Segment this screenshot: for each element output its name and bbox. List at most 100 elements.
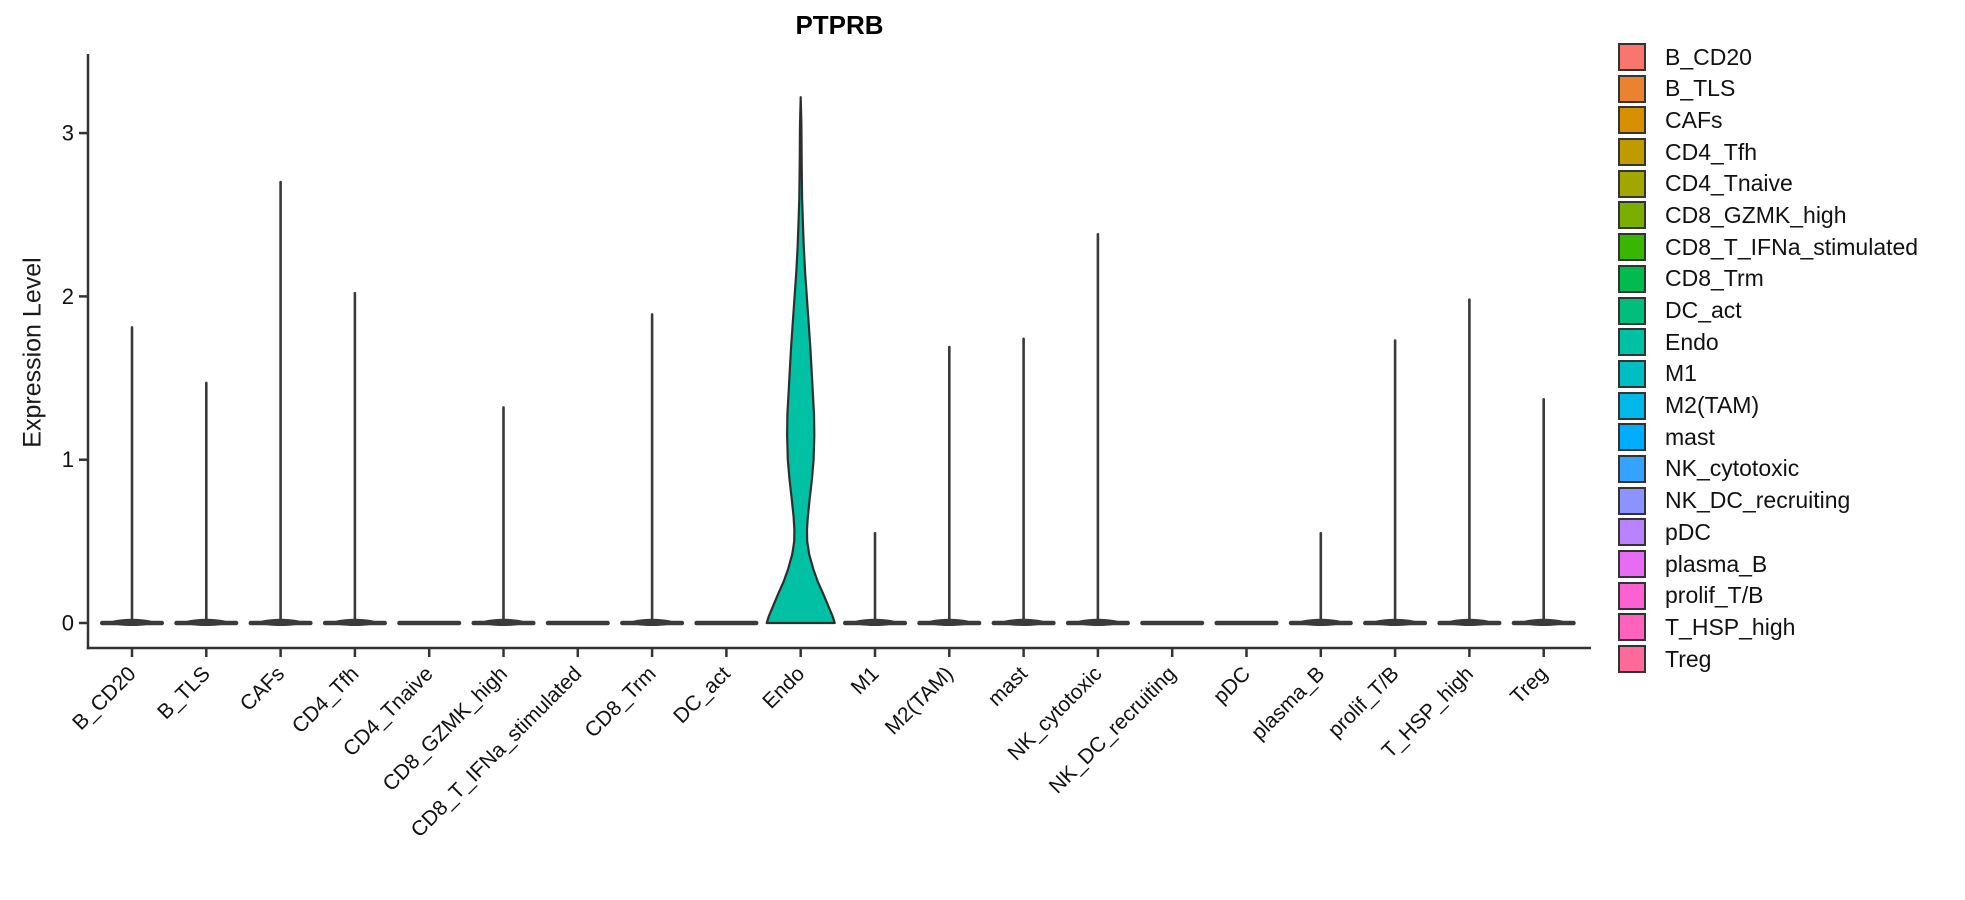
violin-zero-bar	[1363, 620, 1428, 626]
x-tick-label: Endo	[758, 662, 809, 713]
legend-label: M2(TAM)	[1665, 392, 1760, 419]
legend-item: M2(TAM)	[1618, 391, 1918, 420]
legend-color-swatch	[1618, 550, 1646, 578]
legend-color-swatch	[1618, 169, 1646, 198]
violin-CD4_Tfh: CD4_Tfh	[288, 291, 387, 738]
x-tick-label: DC_act	[669, 662, 735, 728]
violin-prolif_T/B: prolif_T/B	[1324, 339, 1428, 742]
legend-label: mast	[1665, 423, 1715, 450]
violin-zero-bar	[694, 620, 759, 626]
x-tick-label: CD8_Trm	[581, 662, 661, 742]
violin-pDC: pDC	[1209, 620, 1279, 708]
x-tick-label: B_TLS	[153, 662, 215, 724]
legend-color-swatch	[1618, 43, 1646, 71]
violin-zero-bar	[1140, 620, 1205, 626]
legend-item: NK_cytotoxic	[1618, 454, 1918, 483]
violin-CD8_Trm: CD8_Trm	[581, 313, 685, 742]
x-tick-label: CD4_Tfh	[288, 662, 364, 738]
legend-color-swatch	[1618, 645, 1646, 674]
violin-B_TLS: B_TLS	[153, 381, 239, 724]
violin-body	[765, 96, 836, 625]
legend-item: prolif_T/B	[1618, 581, 1918, 610]
legend-color-swatch	[1618, 454, 1646, 483]
legend-item: B_TLS	[1618, 74, 1918, 103]
violin-zero-bar	[1511, 620, 1576, 626]
legend-item: CD4_Tfh	[1618, 138, 1918, 167]
legend-item: CD8_Trm	[1618, 264, 1918, 293]
violin-zero-bar	[843, 620, 907, 626]
legend-item: DC_act	[1618, 296, 1918, 325]
legend-color-swatch	[1618, 264, 1646, 293]
x-tick-label: mast	[984, 662, 1033, 711]
x-tick-label: Treg	[1506, 662, 1552, 708]
legend-item: Endo	[1618, 328, 1918, 357]
legend-item: pDC	[1618, 518, 1918, 547]
legend-label: B_TLS	[1665, 75, 1736, 102]
y-tick-label: 2	[62, 284, 74, 309]
violin-zero-bar	[991, 620, 1056, 626]
violin-zero-bar	[322, 620, 387, 626]
violin-M2(TAM): M2(TAM)	[881, 345, 982, 739]
legend-item: Treg	[1618, 645, 1918, 674]
legend-label: T_HSP_high	[1665, 613, 1796, 640]
legend-color-swatch	[1618, 518, 1646, 547]
legend-label: NK_cytotoxic	[1665, 455, 1800, 482]
x-tick-label: B_CD20	[68, 662, 140, 734]
legend-label: CD8_T_IFNa_stimulated	[1665, 233, 1919, 260]
violin-DC_act: DC_act	[669, 620, 759, 728]
y-tick-label: 0	[62, 611, 74, 636]
x-tick-label: M2(TAM)	[881, 662, 958, 739]
legend-item: M1	[1618, 359, 1918, 388]
legend-color-swatch	[1618, 359, 1646, 388]
legend-item: NK_DC_recruiting	[1618, 486, 1918, 515]
legend-label: CD4_Tfh	[1665, 138, 1758, 165]
legend-color-swatch	[1618, 391, 1646, 420]
legend-color-swatch	[1618, 486, 1646, 515]
legend-label: CAFs	[1665, 106, 1723, 133]
legend-item: mast	[1618, 423, 1918, 452]
violin-M1: M1	[843, 531, 907, 699]
legend-color-swatch	[1618, 296, 1646, 325]
legend-label: pDC	[1665, 518, 1712, 545]
legend-color-swatch	[1618, 138, 1646, 167]
legend-label: DC_act	[1665, 297, 1742, 323]
x-tick-label: NK_DC_recruiting	[1045, 662, 1181, 798]
legend-item: B_CD20	[1618, 43, 1918, 71]
legend-item: CD8_T_IFNa_stimulated	[1618, 233, 1919, 262]
x-tick-label: prolif_T/B	[1324, 662, 1404, 742]
x-tick-label: CD8_GZMK_high	[379, 662, 512, 795]
violin-Treg: Treg	[1506, 397, 1576, 709]
legend-color-swatch	[1618, 233, 1646, 262]
violin-zero-bar	[1214, 620, 1279, 626]
y-tick-label: 3	[62, 121, 74, 146]
legend-label: B_CD20	[1665, 43, 1752, 70]
x-tick-label: pDC	[1209, 662, 1255, 708]
legend-color-swatch	[1618, 613, 1646, 642]
x-tick-label: M1	[847, 662, 884, 699]
legend-label: Treg	[1665, 645, 1712, 672]
violin-mast: mast	[984, 337, 1056, 711]
legend-label: Endo	[1665, 328, 1719, 355]
legend-label: plasma_B	[1665, 550, 1768, 577]
violin-zero-bar	[1065, 620, 1130, 626]
violin-zero-bar	[545, 620, 610, 626]
legend-color-swatch	[1618, 328, 1646, 357]
legend: B_CD20 B_TLS CAFs CD4_Tfh CD4_Tnaive CD8_GZMK…	[1618, 43, 1919, 674]
violin-zero-bar	[917, 620, 982, 626]
y-tick-label: 1	[62, 447, 74, 472]
legend-label: CD8_GZMK_high	[1665, 201, 1847, 228]
x-tick-label: plasma_B	[1247, 662, 1329, 744]
legend-color-swatch	[1618, 423, 1646, 452]
violin-zero-bar	[1288, 620, 1353, 626]
plot-title: PTPRB	[795, 10, 884, 40]
violin-zero-bar	[397, 620, 462, 626]
legend-color-swatch	[1618, 581, 1646, 610]
violin-zero-bar	[248, 620, 313, 626]
legend-label: prolif_T/B	[1665, 582, 1764, 609]
violin-zero-bar	[1437, 620, 1502, 626]
legend-label: CD8_Trm	[1665, 265, 1764, 292]
violin-Endo: Endo	[758, 96, 836, 713]
legend-item: CD8_GZMK_high	[1618, 201, 1918, 230]
